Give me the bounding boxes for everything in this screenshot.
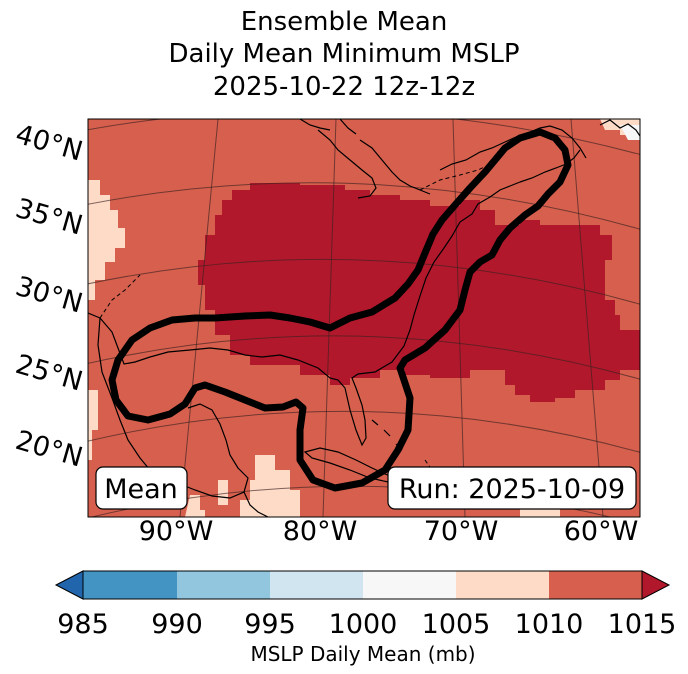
lat-label-25n: 25°N (12, 349, 86, 398)
lon-label-80w: 80°W (283, 516, 358, 547)
run-box-frame (387, 466, 637, 510)
mean-label-box: Mean (95, 466, 188, 510)
mexico-coast (97, 317, 249, 499)
map-frame (87, 118, 641, 518)
lat-label-35n: 35°N (12, 193, 86, 242)
mean-box-frame (95, 466, 188, 510)
colorbar-bin-1010-1015 (549, 571, 642, 599)
lake-superior-coast (299, 119, 357, 135)
us-mexico-border (99, 274, 141, 319)
title-line-3: 2025-10-22 12z-12z (212, 72, 476, 102)
colorbar-frame (82, 570, 643, 600)
pressure-fill-over-1015 (198, 183, 640, 402)
maritimes-coast (519, 149, 581, 183)
meridian-60w (570, 119, 604, 517)
parallel-20n (88, 410, 640, 453)
lat-label-30n: 30°N (12, 271, 86, 320)
colorbar-tick-1015: 1015 (608, 609, 677, 640)
lat-label-40n: 40°N (12, 119, 86, 168)
colorbar-bin-995-1000 (270, 571, 363, 599)
coastlines (88, 119, 640, 517)
colorbar-tick-995: 995 (244, 609, 296, 640)
pressure-fill-1005-1010-west-low (88, 390, 98, 460)
colorbar-under-arrow (54, 570, 84, 600)
colorbar-tick-1000: 1000 (329, 609, 398, 640)
lon-label-70w: 70°W (424, 516, 499, 547)
pressure-fill-1005-1010-west (88, 180, 125, 300)
colorbar-over-arrow (641, 570, 671, 600)
pressure-fill-1005-1010-central-america (185, 495, 205, 517)
run-box-text: Run: 2025-10-09 (399, 474, 625, 505)
colorbar-tick-990: 990 (151, 609, 203, 640)
central-america-coast (243, 491, 269, 517)
meridian-70w (452, 119, 466, 517)
lat-label-20n: 20°N (12, 425, 86, 474)
pressure-fill-1005-1010-yucatan (218, 480, 228, 505)
title-line-2: Daily Mean Minimum MSLP (168, 39, 520, 69)
colorbar-bin-1005-1010 (456, 571, 549, 599)
colorbar-bin-1000-1005 (363, 571, 456, 599)
colorbar-bin-990-995 (177, 571, 270, 599)
us-gulf-atlantic-coast (88, 181, 521, 447)
title-line-1: Ensemble Mean (240, 7, 448, 37)
meridian-80w (322, 119, 337, 517)
run-label-box: Run: 2025-10-09 (387, 466, 637, 510)
great-lakes-michigan (317, 129, 377, 199)
colorbar-tick-985: 985 (57, 609, 109, 640)
newfoundland-coast (599, 119, 640, 137)
parallel-30n (88, 258, 640, 305)
us-canada-border (419, 161, 496, 191)
colorbar-bin-985-990 (83, 571, 177, 599)
mean-box-text: Mean (104, 474, 178, 505)
lon-label-60w: 60°W (564, 516, 639, 547)
great-lakes-huron-erie (359, 139, 431, 195)
colorbar: 985 990 995 1000 1005 1010 1015 MSLP Dai… (54, 570, 677, 666)
parallel-40n (88, 119, 640, 156)
parallel-25n (88, 335, 640, 380)
ensemble-contour (108, 128, 572, 492)
pressure-fill-1005-1010-caribbean (240, 455, 300, 517)
lon-label-90w: 90°W (139, 516, 214, 547)
colorbar-tick-1005: 1005 (422, 609, 491, 640)
colorbar-label: MSLP Daily Mean (mb) (250, 642, 475, 666)
parallel-35n (88, 182, 640, 230)
colorbar-tick-1010: 1010 (515, 609, 584, 640)
